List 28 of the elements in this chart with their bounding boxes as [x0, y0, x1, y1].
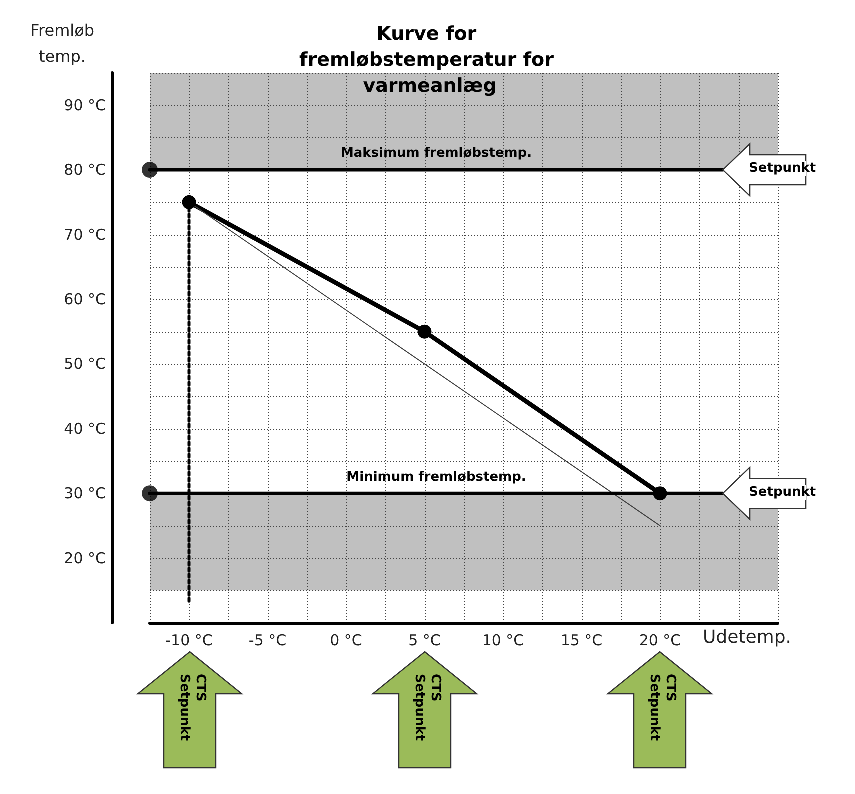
text: CTS Setpunkt — [646, 674, 678, 744]
y-tick-label: 70 °C — [64, 226, 106, 244]
point — [653, 486, 668, 501]
x-tick-label: 15 °C — [560, 632, 603, 650]
y-tick-label: 50 °C — [64, 355, 106, 374]
x-axis-title: Udetemp. — [703, 627, 792, 648]
x-tick-label: 5 °C — [408, 632, 441, 650]
y-tick-label: 20 °C — [64, 549, 106, 568]
y-tick-label: 30 °C — [64, 484, 106, 503]
y-tick-label: 40 °C — [64, 420, 106, 438]
x-tick-label: 10 °C — [482, 632, 524, 650]
text: CTS Setpunkt — [176, 674, 208, 744]
y-tick-label: 60 °C — [64, 290, 106, 308]
text: CTS Setpunkt — [411, 674, 443, 744]
x-tick-label: 0 °C — [330, 632, 362, 650]
y-tick-label: 90 °C — [64, 96, 106, 114]
x-tick-label: 20 °C — [639, 632, 682, 650]
series-label: Minimum fremløbstemp. — [346, 470, 528, 485]
point — [182, 195, 196, 210]
series-label: Maksimum fremløbstemp. — [340, 146, 534, 162]
point — [142, 486, 158, 502]
point — [418, 324, 432, 339]
x-tick-label: -5 °C — [248, 632, 287, 650]
chart-title: Kurve for fremløbstemperatur for varmeanlæg — [299, 23, 561, 97]
y-tick-label: 80 °C — [64, 161, 106, 180]
point — [142, 162, 158, 178]
x-tick-label: -10 °C — [166, 632, 213, 650]
y-axis-title: Fremløb temp. — [29, 20, 96, 68]
